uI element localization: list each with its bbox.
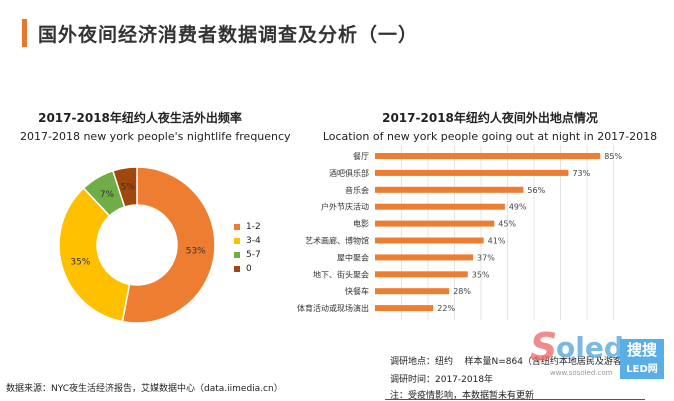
bar-subtitle: Location of new york people going out at… [322,130,658,143]
legend-item: 3-4 [234,234,261,248]
bar-value-label: 35% [472,270,490,279]
bar [375,169,569,176]
bar [375,153,601,159]
bar [375,220,495,227]
donut-label: 5% [121,183,136,193]
bar [375,254,474,261]
sample-text: 样本量N=864（含纽约本地居民及游客） [464,357,631,367]
bar-category-label: 电影 [353,219,369,229]
watermark-badge: 搜搜 [626,341,657,359]
watermark-site: www.sosoled.com [550,369,613,377]
bar-value-label: 41% [488,237,506,246]
page-title: 国外夜间经济消费者数据调查及分析（一） [38,24,419,46]
legend-item: 5-7 [234,248,261,262]
bar-title: 2017-2018年纽约人夜间外出地点情况 [382,111,598,125]
legend-swatch [234,266,240,272]
donut-subtitle: 2017-2018 new york people's nightlife fr… [20,130,291,143]
legend-swatch [234,238,240,244]
donut-slice-0 [111,166,138,208]
legend-label: 1-2 [246,222,261,232]
bar [375,305,434,312]
bar [375,237,484,244]
location-text: 调研地点：纽约 [390,357,454,367]
bar-value-label: 28% [453,287,471,296]
legend-item: 0 [234,262,261,276]
donut-slice-1-2 [121,166,216,324]
data-source: 数据来源：NYC夜生活经济报告，艾媒数据中心（data.iimedia.cn） [6,384,283,394]
bar-category-label: 地下、街头聚会 [313,269,369,279]
watermark-badge-sub: LED网 [626,364,658,375]
bar-category-label: 餐厅 [353,152,369,161]
bar-value-label: 73% [572,169,590,178]
bar-category-label: 户外节庆活动 [321,202,369,212]
bar-category-label: 快餐车 [345,286,369,296]
legend-label: 5-7 [246,250,261,260]
bar [375,271,468,278]
bar-value-label: 56% [527,186,545,195]
donut-label: 7% [100,190,115,200]
bar-value-label: 22% [437,304,455,313]
bar [375,186,524,193]
bar-category-label: 酒吧俱乐部 [329,168,369,178]
bar-value-label: 49% [509,203,527,212]
divider [385,399,645,400]
bar [375,288,450,295]
donut-title: 2017-2018年纽约人夜生活外出频率 [38,111,242,125]
donut-legend: 1-2 3-4 5-7 0 [234,220,261,276]
donut-slice-3-4 [58,187,131,323]
bar [375,203,505,210]
remark: 注：受疫情影响，本数据暂未有更新 [390,391,535,401]
survey-location: 调研地点：纽约 样本量N=864（含纽约本地居民及游客） [390,354,631,367]
bar-chart: 餐厅 85% 酒吧俱乐部 73% 音乐会 56% 户外节庆活动 49% 电影 45% 艺术画廊、博物… [297,145,622,320]
bar-category-label: 屋中聚会 [337,252,369,262]
bar-category-label: 体育活动或现场演出 [297,303,369,313]
bar-value-label: 37% [477,253,495,262]
legend-swatch [234,252,240,258]
legend-item: 1-2 [234,220,261,234]
bar-value-label: 85% [604,152,622,161]
donut-chart: 53% 35% 7% 5% [58,166,216,324]
bar-category-label: 艺术画廊、博物馆 [305,236,369,246]
bar-value-label: 45% [498,220,516,229]
donut-label: 53% [186,247,206,257]
survey-time: 调研时间：2017-2018年 [390,375,494,385]
legend-label: 3-4 [246,236,261,246]
title-accent-bar [22,19,27,47]
donut-label: 35% [70,257,90,267]
bar-category-label: 音乐会 [345,185,369,195]
legend-label: 0 [246,264,252,274]
legend-swatch [234,224,240,230]
